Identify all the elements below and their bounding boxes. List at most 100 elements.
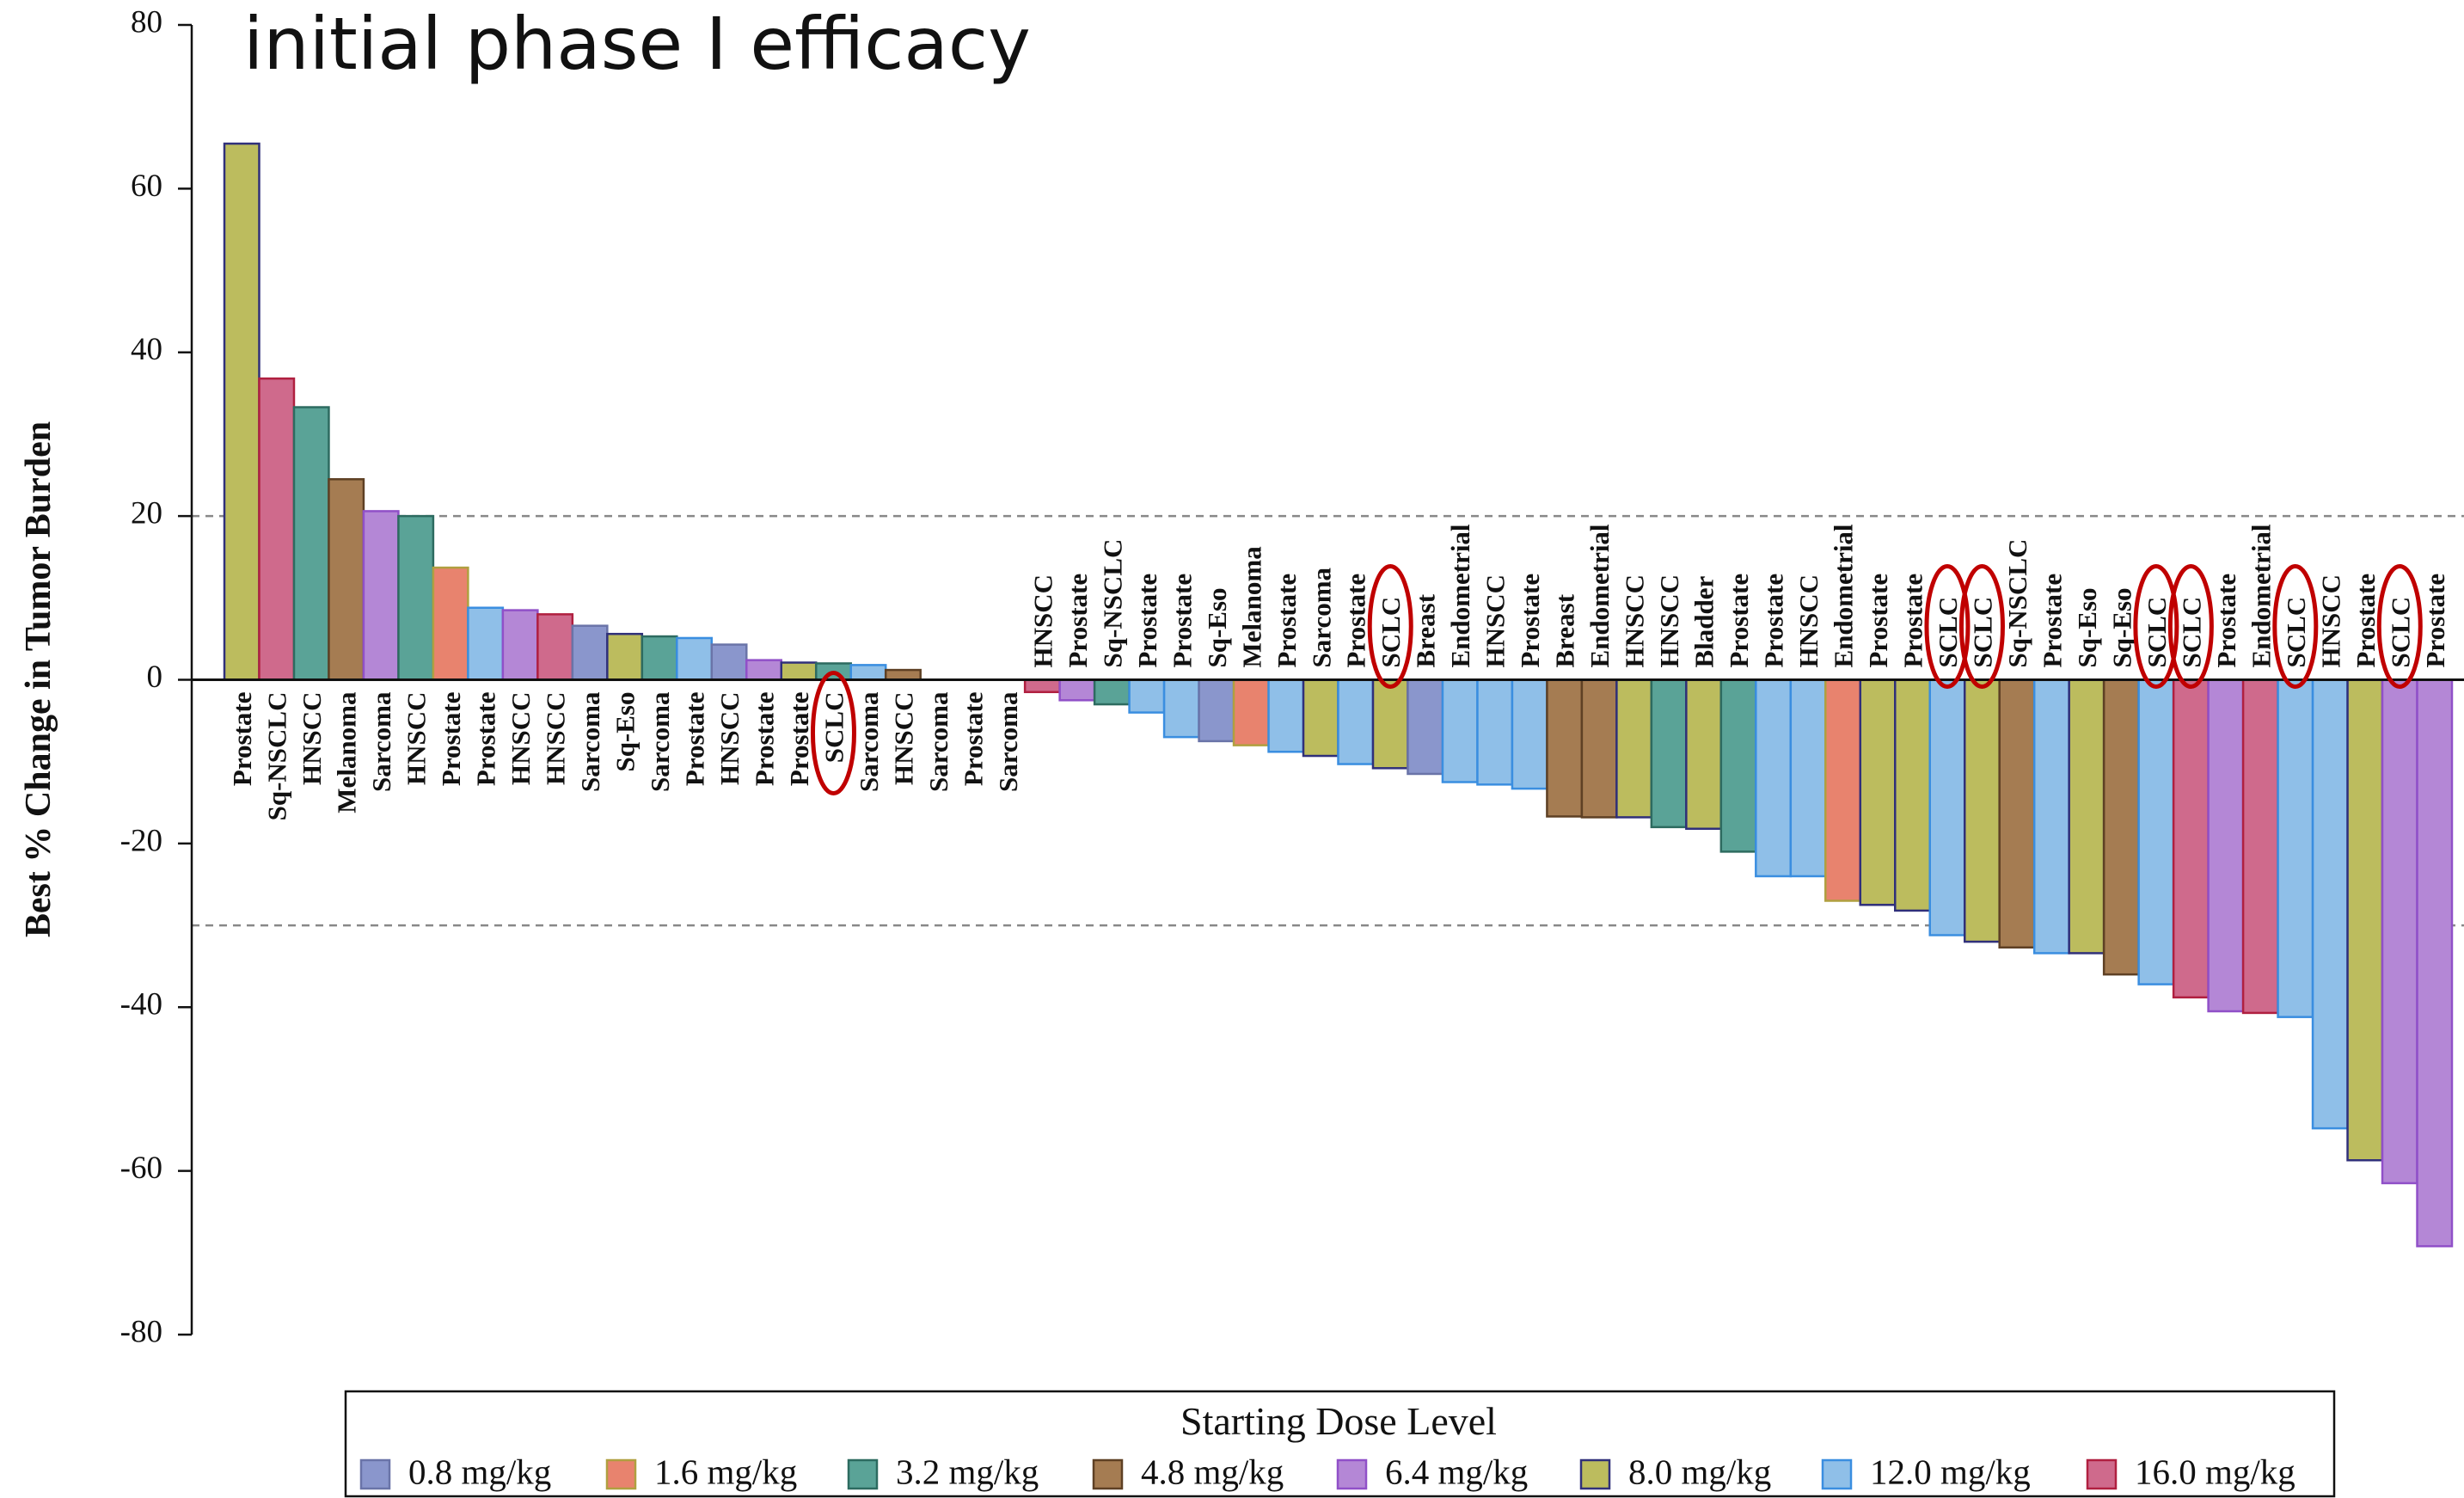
legend-label: 6.4 mg/kg <box>1385 1452 1528 1491</box>
x-tick-label: Melanoma <box>1236 546 1266 668</box>
x-tick-label: HNSCC <box>1480 574 1511 668</box>
bar <box>1963 678 2001 943</box>
bar <box>2241 678 2279 1015</box>
bar <box>258 377 296 681</box>
legend-label: 3.2 mg/kg <box>896 1452 1039 1491</box>
x-tick-label: HNSCC <box>1793 574 1823 668</box>
x-tick-label: SCLC <box>2176 597 2206 668</box>
bar <box>467 606 505 681</box>
bar <box>884 668 922 681</box>
bar <box>2416 678 2454 1248</box>
x-tick-label: Prostate <box>750 692 780 787</box>
legend-title: Starting Dose Level <box>1180 1399 1497 1443</box>
legend-box <box>344 1390 2336 1498</box>
legend-swatch <box>2086 1458 2118 1490</box>
x-tick-label: Sq-NSCLC <box>262 692 292 821</box>
highlight-ellipse <box>1958 564 2005 689</box>
y-tick-label: 80 <box>131 4 162 40</box>
bar <box>2381 678 2418 1185</box>
x-tick-label: Breast <box>1550 593 1580 667</box>
x-tick-label: Sarcoma <box>854 691 884 792</box>
bar <box>641 635 678 681</box>
bar <box>1998 678 2036 949</box>
legend-label: 1.6 mg/kg <box>654 1452 797 1491</box>
x-tick-label: Prostate <box>1515 574 1545 668</box>
legend-label: 8.0 mg/kg <box>1628 1452 1771 1491</box>
y-tick-label: 40 <box>131 332 162 367</box>
bar <box>1719 678 1757 853</box>
x-tick-label: Endometrial <box>1584 524 1615 667</box>
x-tick-label: Prostate <box>436 692 466 787</box>
bar <box>1232 678 1270 746</box>
x-tick-label: Sarcoma <box>366 691 396 792</box>
x-tick-label: HNSCC <box>1654 574 1684 668</box>
x-tick-label: Prostate <box>2351 574 2381 668</box>
bar <box>2137 678 2175 985</box>
x-tick-label: Melanoma <box>332 691 362 813</box>
bar <box>1093 678 1131 706</box>
chart-title: initial phase I efficacy <box>243 2 1031 86</box>
bar <box>1859 678 1897 906</box>
bar <box>1407 678 1444 776</box>
x-tick-label: SCLC <box>818 692 849 764</box>
bar <box>432 566 469 681</box>
x-tick-label: HNSCC <box>541 692 571 786</box>
legend-swatch <box>359 1458 391 1490</box>
x-tick-label: SCLC <box>2142 597 2172 668</box>
x-tick-label: HNSCC <box>506 692 536 786</box>
y-tick-label: -20 <box>120 823 162 858</box>
bar <box>1928 678 1966 936</box>
bar <box>362 510 400 681</box>
x-tick-label: HNSCC <box>1027 574 1057 668</box>
legend-swatch <box>847 1458 879 1490</box>
x-tick-label: SCLC <box>2281 597 2311 668</box>
bar <box>2277 678 2314 1018</box>
highlight-ellipse <box>2272 564 2319 689</box>
x-tick-label: HNSCC <box>888 692 918 786</box>
x-tick-label: Sq-NSCLC <box>1097 539 1127 668</box>
legend-swatch <box>1092 1458 1124 1490</box>
bar <box>1685 678 1723 830</box>
x-tick-label: Prostate <box>1167 574 1197 668</box>
x-tick-label: Prostate <box>1063 574 1093 668</box>
x-tick-label: Prostate <box>1724 574 1754 668</box>
bar <box>1511 678 1548 790</box>
x-tick-label: Sq-NSCLC <box>2002 539 2032 668</box>
y-tick-label: -80 <box>120 1314 162 1349</box>
bar <box>1755 678 1793 878</box>
x-tick-label: Prostate <box>1132 574 1162 668</box>
x-tick-label: Sarcoma <box>923 691 953 792</box>
bar <box>1441 678 1479 783</box>
bar <box>1371 678 1409 770</box>
bar <box>328 478 365 681</box>
bar <box>2032 678 2070 955</box>
bar <box>1162 678 1200 739</box>
legend-label: 16.0 mg/kg <box>2135 1452 2295 1491</box>
bar <box>1580 678 1618 819</box>
x-tick-label: Prostate <box>1272 574 1302 668</box>
bar <box>1302 678 1339 758</box>
bar <box>1023 678 1061 694</box>
x-tick-label: Prostate <box>1897 574 1928 668</box>
bar <box>1476 678 1514 786</box>
x-tick-label: Prostate <box>1863 574 1893 668</box>
y-tick-label: 0 <box>147 660 163 695</box>
x-tick-label: Prostate <box>227 692 257 787</box>
x-tick-label: SCLC <box>1933 597 1963 668</box>
bar <box>2068 678 2105 955</box>
x-tick-label: HNSCC <box>714 692 745 786</box>
x-tick-label: Prostate <box>680 692 710 787</box>
bar <box>1058 678 1096 702</box>
x-tick-label: Prostate <box>2420 574 2450 668</box>
x-tick-label: SCLC <box>2385 597 2415 668</box>
x-tick-label: Sq-Eso <box>610 692 641 772</box>
highlight-ellipse <box>2167 564 2214 689</box>
x-tick-label: Sarcoma <box>645 691 675 792</box>
bar <box>849 664 887 681</box>
highlight-ellipse <box>2376 564 2423 689</box>
bar <box>501 609 539 681</box>
x-tick-label: SCLC <box>1967 597 1997 668</box>
x-tick-label: Prostate <box>784 692 814 787</box>
x-tick-label: HNSCC <box>401 692 432 786</box>
